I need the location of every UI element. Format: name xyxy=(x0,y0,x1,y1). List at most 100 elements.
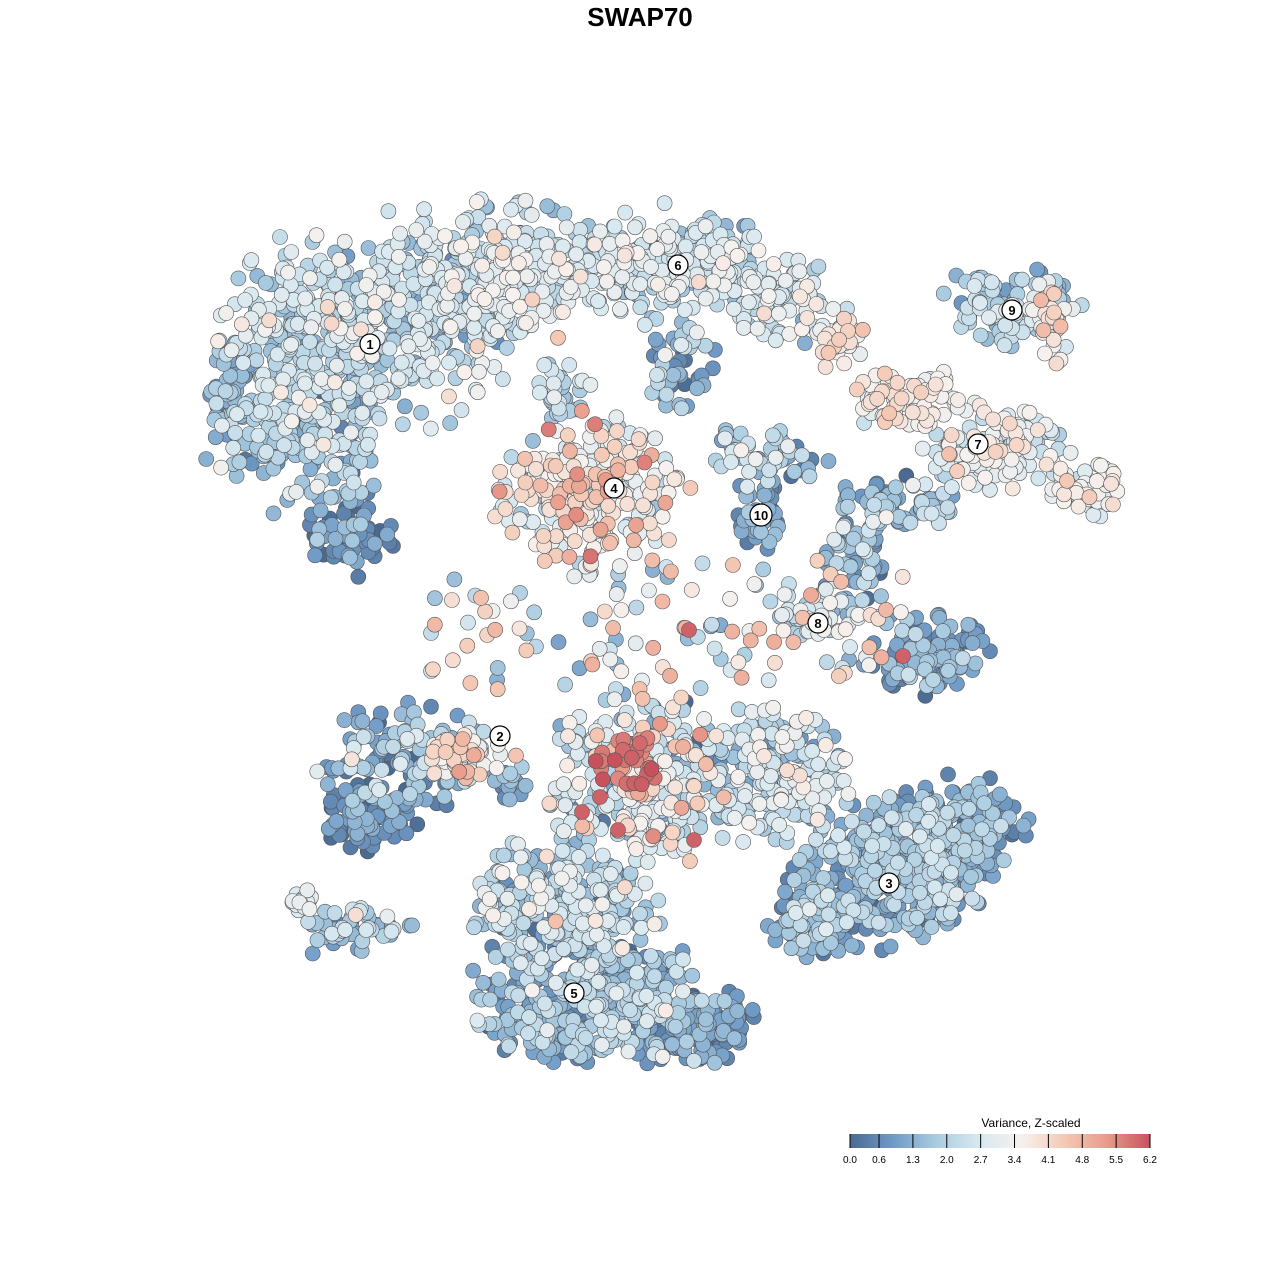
cell-point xyxy=(613,663,630,680)
cell-point xyxy=(471,363,487,380)
cell-point xyxy=(616,1018,632,1035)
cell-point xyxy=(593,1037,610,1053)
cell-point xyxy=(217,383,234,400)
cell-point xyxy=(371,410,388,427)
cell-point xyxy=(344,532,361,549)
cell-point xyxy=(1046,286,1062,302)
cell-point xyxy=(504,524,521,541)
cell-point xyxy=(309,763,326,780)
cell-point xyxy=(642,948,659,964)
cell-point xyxy=(367,309,383,326)
cell-point xyxy=(494,244,511,261)
cell-point xyxy=(723,454,739,470)
cell-point xyxy=(409,816,426,833)
cell-point xyxy=(559,757,576,774)
cell-point xyxy=(843,813,860,830)
cell-point xyxy=(714,830,731,846)
cell-point xyxy=(644,474,661,491)
cell-point xyxy=(1103,475,1119,492)
cell-point xyxy=(867,862,883,879)
cell-point xyxy=(602,866,619,882)
cell-point xyxy=(991,786,1008,803)
cell-point xyxy=(1004,480,1021,497)
cell-point xyxy=(446,571,463,588)
cell-point xyxy=(561,357,578,373)
cell-point xyxy=(838,914,855,931)
cell-point xyxy=(887,479,904,496)
cell-point xyxy=(725,300,742,317)
cell-point xyxy=(424,355,441,371)
cell-point xyxy=(945,827,962,844)
cell-point xyxy=(842,639,858,655)
cell-point xyxy=(786,463,803,480)
cell-point xyxy=(413,404,429,421)
cell-point xyxy=(302,334,318,350)
cell-point xyxy=(570,849,587,865)
cell-point xyxy=(394,416,411,433)
cell-point xyxy=(309,932,326,949)
cell-point xyxy=(465,962,481,979)
cell-point xyxy=(939,804,956,821)
cell-point xyxy=(561,715,578,731)
cell-point xyxy=(358,277,375,293)
cell-point xyxy=(883,809,900,826)
cell-point xyxy=(261,312,278,329)
cell-point xyxy=(943,864,959,881)
cell-point xyxy=(730,769,747,785)
cell-point xyxy=(642,228,659,244)
cell-point xyxy=(577,897,594,914)
cell-point xyxy=(327,456,344,473)
cell-point xyxy=(594,896,611,913)
cell-point xyxy=(650,276,666,293)
cell-point xyxy=(637,316,653,333)
cell-point xyxy=(501,791,518,808)
cell-point xyxy=(331,397,348,414)
cell-point xyxy=(820,906,837,923)
cell-point xyxy=(762,593,779,610)
cell-point xyxy=(486,228,503,245)
cell-point xyxy=(741,294,757,311)
cell-point xyxy=(524,982,541,999)
cell-point xyxy=(1030,422,1046,438)
cell-point xyxy=(657,347,673,363)
cell-point xyxy=(474,257,490,274)
cell-point xyxy=(905,477,921,493)
cell-point xyxy=(964,890,981,907)
cell-point xyxy=(476,291,493,307)
cell-point xyxy=(381,340,398,357)
cell-point xyxy=(444,592,460,608)
cell-point xyxy=(837,751,853,767)
cell-point xyxy=(907,626,924,642)
cell-point xyxy=(489,660,506,676)
cell-point xyxy=(390,248,407,265)
cell-point xyxy=(367,294,383,311)
cell-point xyxy=(960,616,977,633)
cell-point xyxy=(726,810,743,826)
cell-point xyxy=(374,762,390,778)
cell-point xyxy=(745,274,762,291)
cell-point xyxy=(810,258,827,275)
cell-point xyxy=(983,274,1000,291)
cell-point xyxy=(500,1038,517,1055)
cell-point xyxy=(641,582,657,599)
cell-point xyxy=(397,398,413,415)
cell-point xyxy=(686,1053,702,1069)
cell-point xyxy=(498,340,515,356)
cell-point xyxy=(531,384,548,401)
cell-point xyxy=(977,469,993,486)
cell-point xyxy=(717,430,733,447)
cell-point xyxy=(820,887,836,904)
cell-point xyxy=(706,640,723,657)
cell-point xyxy=(854,592,871,609)
cell-point xyxy=(608,586,625,603)
cell-point xyxy=(408,222,425,238)
cell-point xyxy=(639,1013,655,1030)
cell-point xyxy=(722,590,738,607)
cell-point xyxy=(1062,444,1079,461)
cell-point xyxy=(512,849,529,866)
cell-point xyxy=(223,342,240,359)
cell-point xyxy=(360,240,377,256)
cell-point xyxy=(436,788,453,805)
cell-point xyxy=(628,964,645,981)
cell-point xyxy=(442,415,459,431)
